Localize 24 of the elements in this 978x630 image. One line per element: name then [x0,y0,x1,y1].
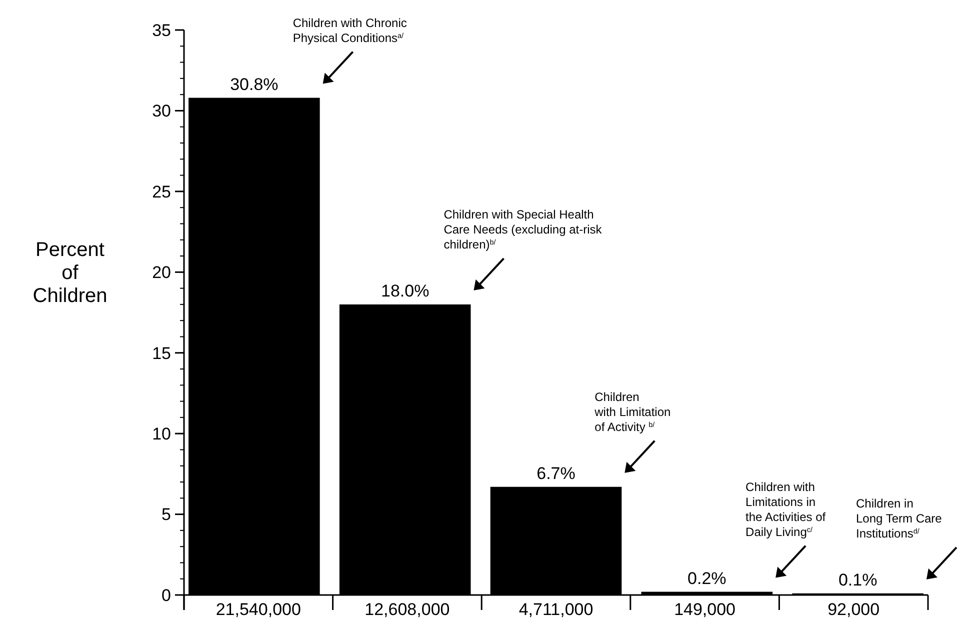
y-tick-label: 0 [162,586,171,605]
y-tick-label: 15 [152,344,171,363]
y-tick-label: 35 [152,20,171,40]
x-tick-label: 12,608,000 [364,600,450,619]
y-tick-label: 10 [152,424,171,444]
x-tick-label: 149,000 [674,600,736,619]
x-tick-label: 92,000 [828,600,880,619]
annotation: Children with Limitation of Activity $^{b/}$ [594,390,671,434]
annotation: Children with Special Health Care Needs (excluding at-risk children)$^{b/}$ [444,207,603,252]
x-tick-label: 21,540,000 [216,600,301,619]
y-axis-title: Percent of Children [32,239,108,307]
annotation: Children with Chronic Physical Conditions$^{a/}$ [292,16,407,45]
y-tick-label: 20 [152,263,171,282]
annotation: Children in Long Term Care Institutions$^{d/}$ [856,496,942,540]
data-label: 0.1% [838,570,878,590]
data-label: 30.8% [230,74,278,94]
y-tick-label: 30 [152,102,171,121]
x-tick-label: 4,711,000 [518,600,594,619]
data-label: 18.0% [380,281,430,300]
y-tick-label: 25 [152,182,171,202]
y-tick-label: 5 [162,505,171,524]
data-label: 6.7% [536,464,576,483]
data-label: 0.2% [688,568,726,588]
annotation: Children with Limitations in the Activities of Daily Living$^{c/}$ [746,480,826,539]
